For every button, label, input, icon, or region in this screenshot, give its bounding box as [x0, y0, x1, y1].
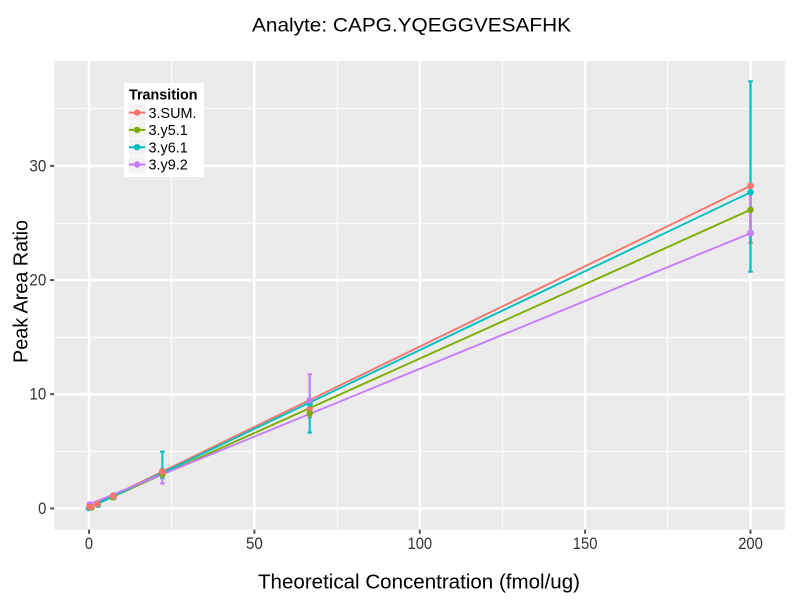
svg-text:3.y9.2: 3.y9.2: [149, 158, 188, 174]
svg-text:0: 0: [85, 535, 93, 553]
svg-text:Theoretical Concentration (fmo: Theoretical Concentration (fmol/ug): [258, 571, 580, 594]
svg-text:50: 50: [246, 535, 263, 553]
svg-text:10: 10: [29, 386, 46, 404]
svg-text:3.y6.1: 3.y6.1: [149, 140, 188, 156]
svg-text:3.SUM.: 3.SUM.: [149, 106, 197, 122]
svg-text:30: 30: [29, 157, 46, 175]
svg-text:Transition: Transition: [129, 88, 198, 104]
svg-text:Peak Area Ratio: Peak Area Ratio: [10, 220, 33, 363]
svg-text:20: 20: [29, 272, 46, 290]
svg-text:0: 0: [38, 500, 46, 518]
svg-text:Analyte: CAPG.YQEGGVESAFHK: Analyte: CAPG.YQEGGVESAFHK: [252, 15, 571, 36]
svg-text:3.y5.1: 3.y5.1: [149, 123, 188, 139]
svg-text:200: 200: [738, 535, 763, 553]
svg-text:100: 100: [408, 535, 433, 553]
svg-text:150: 150: [573, 535, 598, 553]
